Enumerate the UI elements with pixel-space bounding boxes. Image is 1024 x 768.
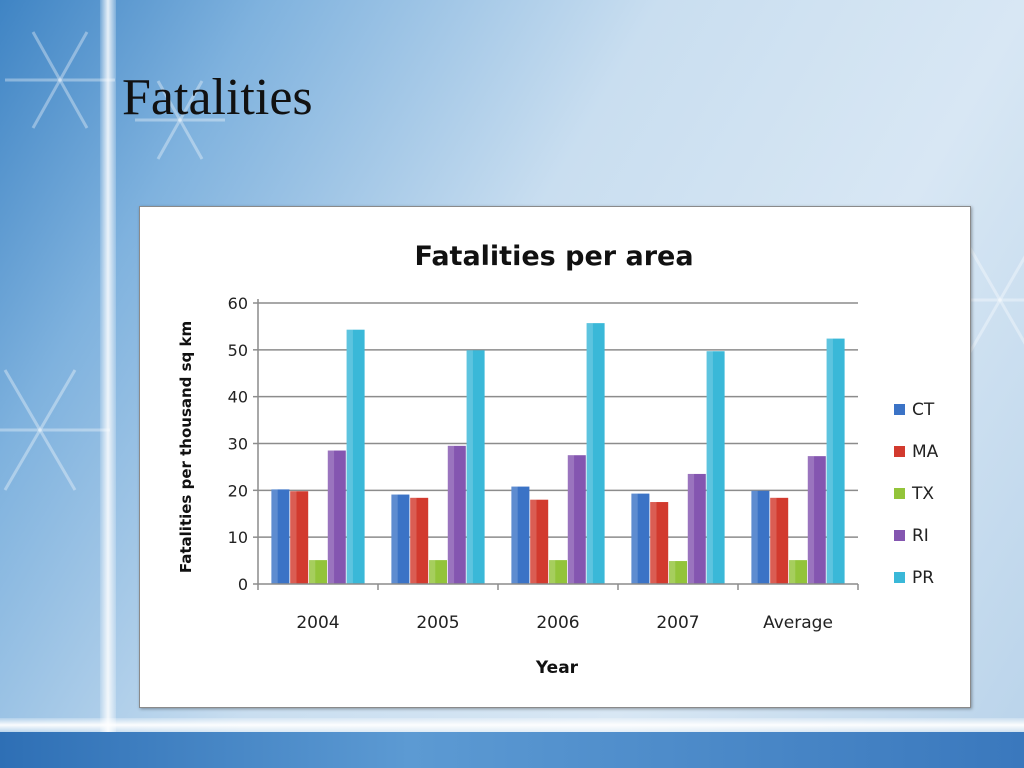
bar-pr-2005 — [466, 350, 485, 584]
slide-title: Fatalities — [122, 69, 313, 126]
legend-label-tx: TX — [911, 484, 934, 504]
bar-ct-2004 — [271, 489, 290, 584]
bar-ri-2005 — [447, 445, 466, 584]
legend-swatch-tx — [894, 488, 905, 499]
bar-pr-2007 — [706, 351, 725, 584]
bar-tx-2005 — [429, 560, 447, 584]
bar-highlight — [447, 445, 455, 584]
snowflake-decoration — [0, 31, 1024, 491]
y-tick-label: 60 — [228, 294, 248, 313]
bar-tx-2004 — [309, 560, 327, 584]
bar-highlight — [466, 350, 473, 584]
bar-highlight — [669, 561, 676, 584]
bar-highlight — [429, 560, 436, 584]
bar-highlight — [530, 499, 537, 584]
legend-swatch-pr — [894, 572, 905, 583]
legend-swatch-ri — [894, 530, 905, 541]
y-tick-label: 40 — [228, 388, 248, 407]
bar-highlight — [631, 493, 638, 584]
y-tick-label: 20 — [228, 481, 248, 500]
bar-ma-2007 — [650, 502, 669, 584]
bar-pr-2006 — [586, 323, 605, 584]
bar-ri-2006 — [567, 455, 586, 584]
bar-highlight — [826, 338, 833, 584]
bar-ri-average — [807, 456, 826, 584]
bar-highlight — [770, 497, 777, 584]
bar-chart: Fatalities per area Fatalities per thous… — [177, 241, 939, 678]
legend-swatch-ct — [894, 404, 905, 415]
x-tick-label: 2005 — [416, 613, 459, 633]
bar-highlight — [789, 560, 796, 584]
bar-highlight — [327, 450, 335, 584]
bar-highlight — [706, 351, 713, 584]
bar-group — [271, 323, 845, 584]
bar-tx-average — [789, 560, 807, 584]
chart-frame: Fatalities per area Fatalities per thous… — [139, 206, 971, 708]
bar-ct-2007 — [631, 493, 650, 584]
bar-pr-2004 — [346, 329, 365, 584]
bar-ct-2005 — [391, 494, 410, 584]
legend: CT MA TX RI PR — [894, 400, 939, 588]
legend-swatch-ma — [894, 446, 905, 457]
bar-tx-2007 — [669, 561, 687, 584]
bar-ma-2005 — [410, 497, 429, 584]
y-tick-label: 30 — [228, 435, 248, 454]
decorative-vertical-stripe — [100, 0, 116, 768]
legend-label-pr: PR — [912, 568, 934, 588]
bar-highlight — [309, 560, 316, 584]
bar-ct-average — [751, 490, 770, 584]
bar-highlight — [807, 456, 815, 584]
x-tick-label: 2006 — [536, 613, 579, 633]
legend-label-ma: MA — [912, 442, 939, 462]
chart-title: Fatalities per area — [414, 241, 693, 272]
x-tick-label: 2004 — [296, 613, 339, 633]
y-tick-label: 50 — [228, 341, 248, 360]
bar-highlight — [346, 329, 353, 584]
bar-ma-2004 — [290, 491, 309, 584]
x-tick-label: 2007 — [656, 613, 699, 633]
y-axis-label: Fatalities per thousand sq km — [177, 321, 195, 573]
bar-highlight — [511, 486, 518, 584]
bar-ri-2007 — [687, 473, 706, 584]
bar-ma-2006 — [530, 499, 549, 584]
bar-highlight — [567, 455, 575, 584]
x-tick-label: Average — [763, 613, 833, 633]
axes: 0 10 20 30 40 50 60 2004 2005 2006 2007 Average — [228, 294, 859, 633]
bar-highlight — [410, 497, 417, 584]
legend-label-ct: CT — [912, 400, 935, 420]
bar-highlight — [586, 323, 593, 584]
x-axis-label: Year — [535, 658, 579, 678]
y-tick-label: 0 — [238, 575, 248, 594]
bar-highlight — [271, 489, 278, 584]
bar-highlight — [751, 490, 758, 584]
decorative-horizontal-stripe — [0, 718, 1024, 732]
decorative-bottom-band — [0, 732, 1024, 768]
bar-ri-2004 — [327, 450, 346, 584]
bar-highlight — [650, 502, 657, 584]
bar-ct-2006 — [511, 486, 530, 584]
bar-highlight — [290, 491, 297, 584]
y-tick-label: 10 — [228, 528, 248, 547]
bar-highlight — [391, 494, 398, 584]
bar-highlight — [687, 473, 695, 584]
bar-highlight — [549, 560, 556, 584]
legend-label-ri: RI — [912, 526, 929, 546]
bar-tx-2006 — [549, 560, 567, 584]
bar-pr-average — [826, 338, 845, 584]
bar-ma-average — [770, 497, 789, 584]
